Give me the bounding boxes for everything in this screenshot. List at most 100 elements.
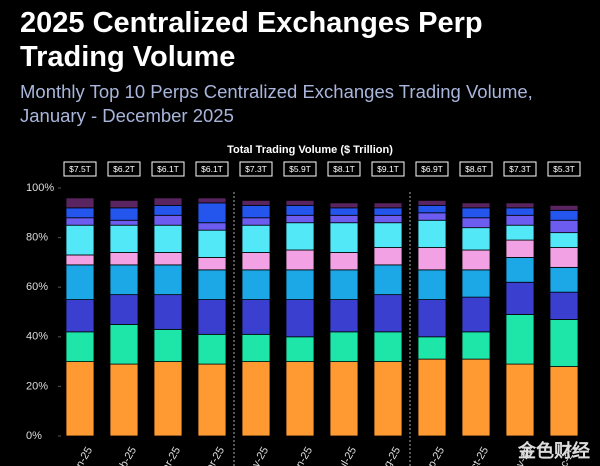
- bar-segment: [461, 217, 491, 229]
- bar-segment: [505, 224, 535, 241]
- bar-segment: [197, 229, 227, 258]
- bar-segment: [65, 207, 95, 219]
- bar-segment: [329, 214, 359, 224]
- x-tick-label: Jan-25: [68, 445, 95, 466]
- bar-segment: [461, 227, 491, 251]
- bar-segment: [109, 363, 139, 437]
- bar-segment: [329, 207, 359, 216]
- bar-segment: [285, 200, 315, 206]
- bar-segment: [505, 207, 535, 216]
- bar-segment: [197, 202, 227, 224]
- bar-segment: [109, 294, 139, 325]
- bar-segment: [505, 363, 535, 437]
- bar-segment: [197, 333, 227, 365]
- bar-segment: [373, 207, 403, 216]
- bar-segment: [241, 224, 271, 253]
- bar-segment: [549, 266, 579, 293]
- total-label: $7.3T: [245, 164, 267, 174]
- bar-segment: [505, 257, 535, 283]
- bar-segment: [285, 214, 315, 224]
- total-label: $5.3T: [553, 164, 575, 174]
- bar-segment: [65, 331, 95, 362]
- bar-segment: [417, 269, 447, 300]
- total-label: $6.2T: [113, 164, 135, 174]
- bar-segment: [329, 202, 359, 209]
- bar-segment: [505, 214, 535, 226]
- bar-segment: [153, 361, 183, 437]
- bar-segment: [417, 336, 447, 360]
- bar-segment: [329, 252, 359, 271]
- bar-segment: [461, 269, 491, 298]
- bar-segment: [549, 247, 579, 268]
- bar-segment: [329, 331, 359, 362]
- total-label: $6.1T: [201, 164, 223, 174]
- bar-segment: [461, 202, 491, 209]
- bar-segment: [549, 219, 579, 234]
- bar-segment: [461, 358, 491, 437]
- x-tick-label: Aug-25: [375, 445, 403, 466]
- bar-segment: [153, 294, 183, 330]
- bar-segment: [153, 204, 183, 216]
- bar-segment: [373, 294, 403, 333]
- y-tick-label: 60%: [26, 281, 48, 293]
- bar-segment: [285, 222, 315, 251]
- bar-segment: [241, 217, 271, 226]
- bar-segment: [241, 204, 271, 219]
- bar-segment: [109, 224, 139, 253]
- bar-segment: [461, 331, 491, 360]
- bar-segment: [241, 200, 271, 206]
- bar-segment: [417, 212, 447, 221]
- total-label: $7.5T: [69, 164, 91, 174]
- x-tick-label: Jun-25: [288, 445, 315, 466]
- total-box: [283, 161, 317, 177]
- total-label: $6.9T: [421, 164, 443, 174]
- bar-segment: [153, 328, 183, 363]
- x-tick-label: Sep-25: [419, 445, 447, 466]
- bar-segment: [505, 314, 535, 365]
- bar-segment: [241, 299, 271, 335]
- bar-segment: [241, 361, 271, 437]
- bar-segment: [197, 222, 227, 231]
- x-tick-label: Feb-25: [111, 445, 139, 466]
- bar-segment: [549, 291, 579, 320]
- total-box: [239, 161, 273, 177]
- x-tick-label: Mar-25: [155, 445, 183, 466]
- total-box: [63, 161, 97, 177]
- total-box: [327, 161, 361, 177]
- bar-segment: [65, 224, 95, 256]
- total-box: [547, 161, 581, 177]
- bar-segment: [285, 361, 315, 437]
- bar-segment: [65, 254, 95, 266]
- bar-segment: [329, 269, 359, 300]
- bar-segment: [285, 204, 315, 216]
- total-box: [195, 161, 229, 177]
- bar-segment: [373, 214, 403, 224]
- bar-segment: [153, 264, 183, 296]
- bar-segment: [153, 214, 183, 226]
- total-box: [459, 161, 493, 177]
- bar-segment: [549, 209, 579, 221]
- bar-segment: [505, 239, 535, 258]
- bar-segment: [153, 197, 183, 206]
- bar-segment: [197, 363, 227, 437]
- bar-segment: [197, 257, 227, 271]
- bar-segment: [373, 202, 403, 209]
- bar-segment: [329, 361, 359, 437]
- bar-segment: [241, 269, 271, 300]
- chart: Total Trading Volume ($ Trillion) 金色财经 0…: [26, 144, 590, 466]
- bar-segment: [65, 217, 95, 226]
- bar-segment: [417, 219, 447, 248]
- bar-segment: [197, 299, 227, 335]
- bar-segment: [153, 252, 183, 266]
- bar-segment: [461, 249, 491, 271]
- bar-segment: [197, 197, 227, 204]
- bar-segment: [65, 264, 95, 300]
- bar-segment: [417, 204, 447, 214]
- total-label: $8.1T: [333, 164, 355, 174]
- bar-segment: [109, 323, 139, 365]
- bar-segment: [505, 202, 535, 209]
- bar-segment: [505, 281, 535, 315]
- total-label: $7.3T: [509, 164, 531, 174]
- bar-segment: [549, 319, 579, 367]
- x-tick-label: Apr-25: [200, 445, 227, 466]
